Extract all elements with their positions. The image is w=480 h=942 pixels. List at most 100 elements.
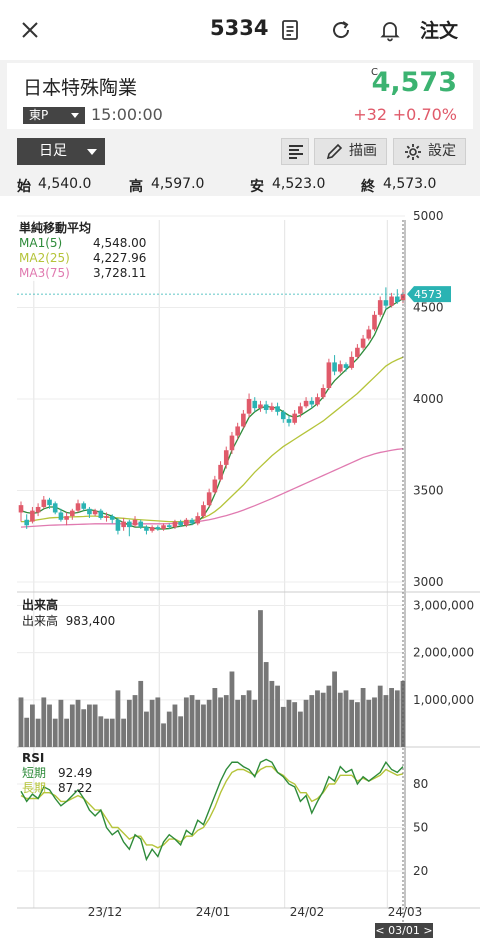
ma3-value: 3,728.11	[93, 266, 147, 280]
ohlc-row: 始 4,540.0 高 4,597.0 安 4,523.0 終 4,573.0	[0, 172, 480, 196]
candle-body	[201, 505, 206, 517]
volume-bar	[377, 685, 383, 747]
volume-bar	[320, 692, 326, 747]
settings-button[interactable]: 設定	[393, 138, 466, 165]
candle-body	[58, 512, 64, 520]
volume-bar	[360, 688, 366, 747]
volume-bar	[286, 699, 292, 747]
ma1-value: 4,548.00	[93, 236, 147, 250]
volume-legend: 出来高 出来高 983,400	[22, 597, 115, 629]
high-value: 4,597.0	[151, 176, 205, 192]
candle-body	[138, 521, 144, 528]
volume-bar	[383, 695, 389, 747]
volume-bar	[98, 716, 104, 747]
document-icon[interactable]	[278, 18, 302, 42]
cursor-date-badge: < 03/01 >	[375, 923, 433, 938]
x-tick-label: 23/12	[88, 905, 123, 919]
x-tick-label: 24/02	[290, 905, 325, 919]
volume-bar	[275, 685, 280, 747]
bell-icon[interactable]	[378, 18, 402, 42]
price-change-percent: +0.70%	[392, 105, 457, 124]
candle-body	[30, 510, 35, 522]
candle-body	[377, 300, 383, 315]
volume-bar	[195, 699, 201, 747]
indicator-list-button[interactable]	[281, 138, 309, 165]
refresh-icon[interactable]	[329, 18, 353, 42]
volume-bar	[87, 704, 92, 747]
candle-body	[172, 521, 178, 528]
volume-bar	[252, 699, 258, 747]
volume-bar	[166, 711, 172, 747]
settings-label: 設定	[428, 143, 456, 159]
candle-body	[229, 435, 235, 451]
volume-bar	[64, 718, 70, 747]
market-label: 東P	[29, 108, 49, 122]
candle-body	[132, 519, 138, 526]
volume-bar	[75, 699, 81, 747]
volume-bar	[58, 699, 64, 747]
volume-bar	[189, 695, 195, 747]
market-selector[interactable]: 東P	[23, 107, 85, 124]
ma-legend: 単純移動平均 MA1(5) 4,548.00 MA2(25) 4,227.96 MA…	[19, 221, 147, 281]
volume-bar	[303, 699, 309, 747]
candle-body	[360, 338, 366, 348]
candle-body	[75, 503, 81, 511]
candle-body	[52, 503, 58, 513]
candle-body	[64, 516, 69, 520]
rsi-long-label: 長期	[22, 781, 47, 795]
company-name: 日本特殊陶業	[23, 77, 138, 99]
list-icon	[289, 145, 303, 159]
chart-area[interactable]: 5000 4500 4000 3500 3000 4573 3,000,000 2,000,0…	[0, 196, 480, 942]
volume-bar	[115, 690, 121, 747]
candle-body	[18, 505, 24, 513]
candle-body	[149, 527, 155, 531]
candle-body	[394, 296, 400, 303]
volume-bar	[201, 704, 206, 747]
candle-body	[389, 296, 394, 306]
period-selector[interactable]: 日足	[17, 138, 105, 165]
candle-body	[343, 364, 349, 368]
volume-bar	[132, 695, 138, 747]
draw-button[interactable]: 描画	[314, 138, 387, 165]
volume-bar	[47, 704, 52, 747]
price-change: +32	[353, 105, 387, 124]
quote-time: 15:00:00	[91, 105, 163, 124]
candle-body	[383, 300, 389, 306]
last-price-tag	[407, 286, 451, 303]
volume-label: 出来高	[22, 614, 59, 628]
candle-body	[252, 400, 258, 409]
price-tick-label: 5000	[413, 209, 444, 223]
rsi-tick-label: 80	[413, 777, 428, 791]
volume-bar	[297, 711, 303, 747]
close-icon[interactable]	[18, 18, 42, 42]
volume-value: 983,400	[65, 614, 116, 628]
candle-body	[235, 426, 240, 436]
volume-bar	[263, 662, 269, 747]
x-tick-label: 24/01	[196, 905, 231, 919]
candle-body	[320, 388, 326, 398]
volume-bar	[229, 671, 235, 747]
volume-bar	[292, 702, 298, 747]
candle-body	[155, 527, 161, 529]
volume-bar	[104, 718, 109, 747]
volume-bar	[92, 704, 98, 747]
ma3-line	[20, 448, 404, 528]
candle-body	[166, 525, 172, 528]
candle-body	[218, 464, 223, 480]
chart-canvas[interactable]: 5000 4500 4000 3500 3000 4573 3,000,000 2,000,0…	[0, 196, 480, 942]
price-tick-label: 3500	[413, 484, 444, 498]
order-button[interactable]: 注文	[419, 20, 458, 42]
candle-body	[337, 364, 343, 372]
candle-body	[121, 521, 126, 528]
candle-body	[326, 362, 332, 389]
pencil-icon	[326, 143, 343, 160]
app-header: 5334 注文	[0, 0, 480, 60]
volume-bar	[223, 695, 229, 747]
low-value: 4,523.0	[272, 176, 326, 192]
candle-body	[178, 521, 183, 526]
candle-body	[212, 479, 218, 493]
low-label: 安	[250, 179, 264, 195]
ma3-label: MA3(75)	[19, 266, 70, 280]
volume-bar	[172, 704, 178, 747]
candle-body	[189, 519, 195, 524]
